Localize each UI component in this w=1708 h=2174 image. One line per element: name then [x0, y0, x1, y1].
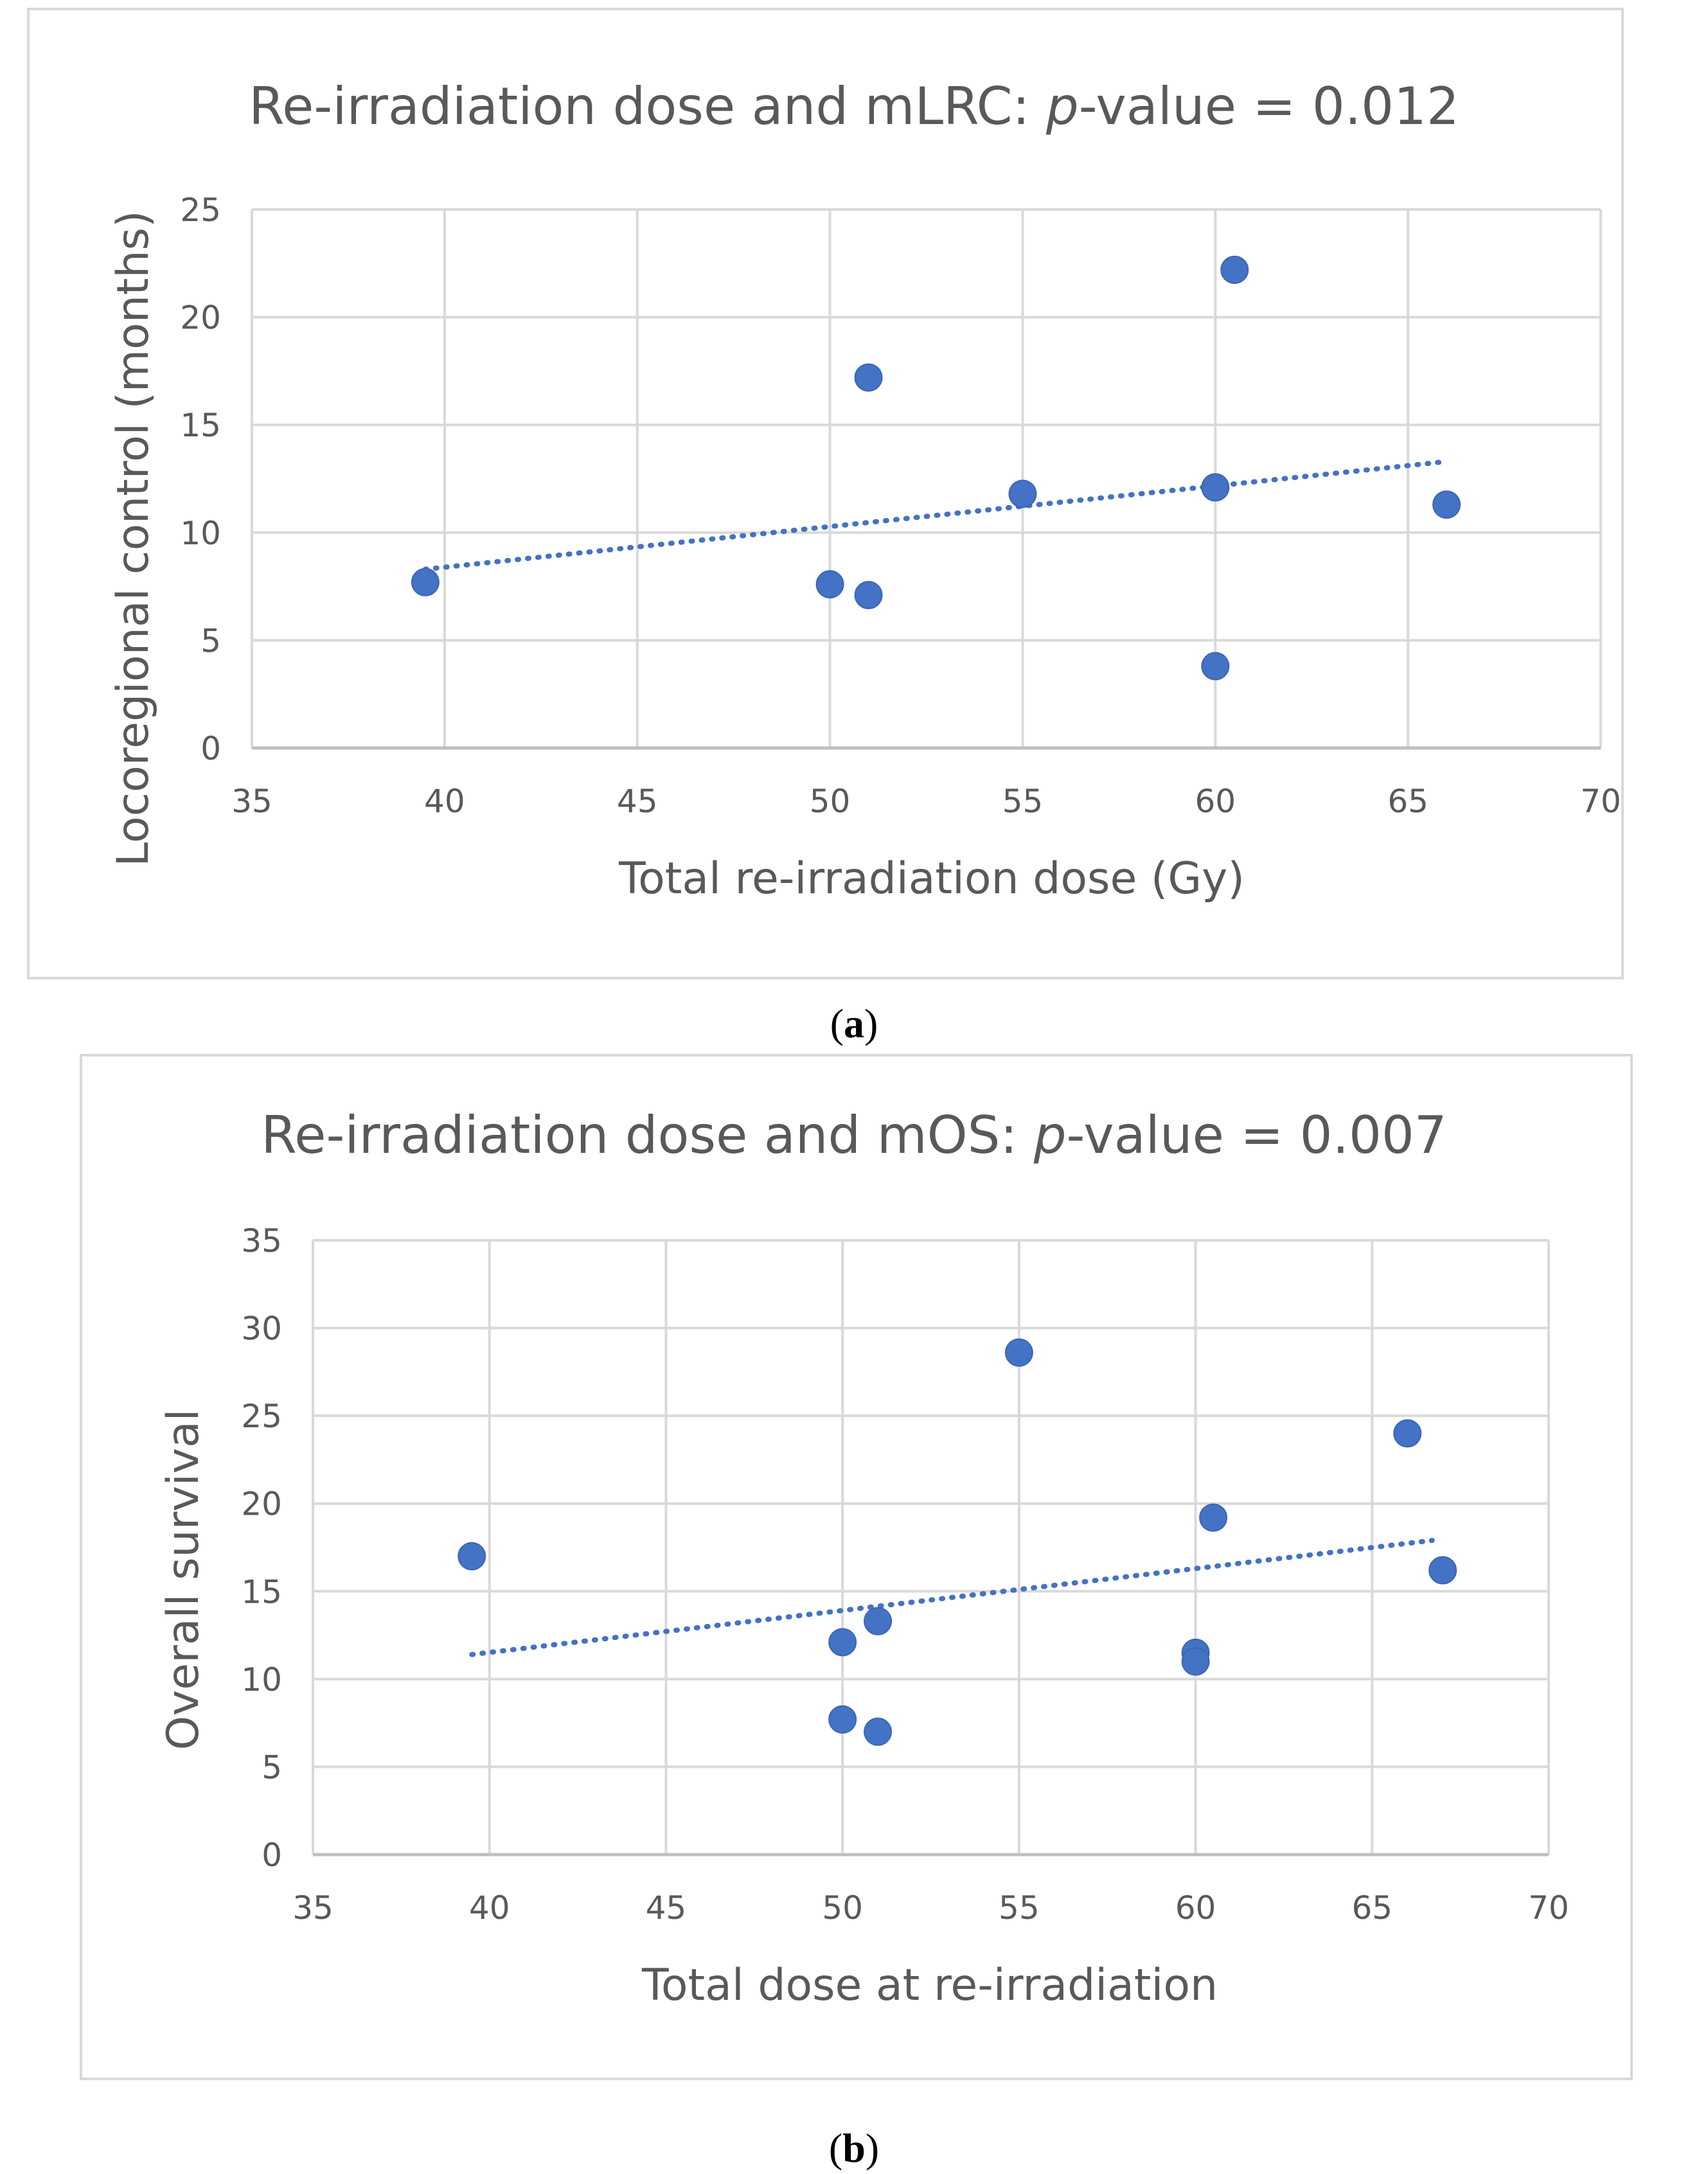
- y-tick-label: 10: [180, 515, 221, 552]
- data-point: [1181, 1647, 1210, 1676]
- trendline-b: [469, 1538, 1435, 1657]
- y-tick-label: 15: [180, 407, 221, 444]
- chart-title-b: Re-irradiation dose and mOS: p-value = 0…: [261, 1105, 1446, 1165]
- y-tick-label: 0: [200, 730, 221, 767]
- data-point: [1220, 255, 1249, 284]
- data-point: [815, 570, 844, 599]
- data-point: [854, 363, 883, 392]
- x-tick-label: 65: [1387, 783, 1428, 820]
- x-tick-label: 55: [999, 1889, 1040, 1927]
- x-tick-label: 40: [469, 1889, 510, 1927]
- data-point: [1004, 1338, 1033, 1367]
- x-axis-title-b: Total dose at re-irradiation: [641, 1960, 1218, 2011]
- data-point: [411, 567, 440, 596]
- y-axis-title-b: Overall survival: [158, 1409, 209, 1750]
- data-point: [1393, 1419, 1422, 1448]
- x-tick-label: 45: [646, 1889, 687, 1927]
- trendline-a: [422, 459, 1450, 572]
- data-point: [854, 581, 883, 610]
- x-tick-label: 35: [292, 1889, 334, 1927]
- data-point: [1199, 1503, 1228, 1532]
- data-point: [864, 1717, 893, 1746]
- data-point: [458, 1542, 486, 1571]
- y-tick-labels-b: 0 5 10 15 20 25 30 35: [241, 1222, 282, 1874]
- y-tick-label: 20: [241, 1486, 282, 1523]
- caption-a: (a): [830, 1001, 878, 1046]
- x-tick-label: 60: [1195, 783, 1236, 820]
- data-point: [828, 1705, 857, 1734]
- data-point: [864, 1607, 893, 1635]
- data-points-b: [458, 1338, 1457, 1746]
- y-tick-label: 15: [241, 1573, 282, 1610]
- x-tick-label: 35: [231, 783, 272, 820]
- data-point: [1201, 473, 1230, 502]
- x-tick-labels-b: 35 40 45 50 55 60 65 70: [292, 1889, 1569, 1927]
- chart-panel-a: Re-irradiation dose and mLRC: p-value = …: [27, 8, 1624, 979]
- y-tick-label: 25: [241, 1398, 282, 1435]
- y-tick-label: 0: [262, 1837, 282, 1874]
- x-tick-label: 60: [1175, 1889, 1216, 1927]
- y-tick-labels-a: 0 5 10 15 20 25: [180, 192, 221, 767]
- y-tick-label: 30: [241, 1310, 282, 1348]
- chart-panel-b: Re-irradiation dose and mOS: p-value = 0…: [80, 1054, 1633, 2080]
- y-tick-label: 35: [241, 1222, 282, 1260]
- chart-title-a: Re-irradiation dose and mLRC: p-value = …: [249, 76, 1459, 136]
- data-point: [1201, 652, 1230, 681]
- x-axis-title-a: Total re-irradiation dose (Gy): [618, 853, 1245, 904]
- gridlines-b: [312, 1239, 1550, 1857]
- x-tick-label: 55: [1002, 783, 1044, 820]
- y-tick-label: 5: [200, 622, 221, 659]
- y-tick-label: 10: [241, 1661, 282, 1698]
- chart-frame-a: [27, 8, 1624, 979]
- x-tick-label: 65: [1351, 1889, 1392, 1927]
- data-point: [828, 1628, 857, 1657]
- y-tick-label: 20: [180, 299, 221, 337]
- data-points-a: [411, 255, 1461, 681]
- y-tick-label: 5: [262, 1749, 282, 1786]
- x-tick-label: 45: [617, 783, 658, 820]
- x-tick-label: 40: [424, 783, 465, 820]
- data-point: [1008, 479, 1037, 508]
- x-tick-label: 70: [1528, 1889, 1569, 1927]
- x-tick-label: 50: [810, 783, 851, 820]
- y-axis-title-a: Locoregional control (months): [108, 210, 159, 866]
- x-tick-label: 50: [822, 1889, 863, 1927]
- y-tick-label: 25: [180, 192, 221, 229]
- data-point: [1428, 1556, 1457, 1585]
- caption-b: (b): [829, 2125, 879, 2171]
- x-tick-labels-a: 35 40 45 50 55 60 65 70: [231, 783, 1621, 820]
- gridlines-a: [251, 208, 1602, 750]
- x-tick-label: 70: [1580, 783, 1621, 820]
- data-point: [1432, 490, 1461, 519]
